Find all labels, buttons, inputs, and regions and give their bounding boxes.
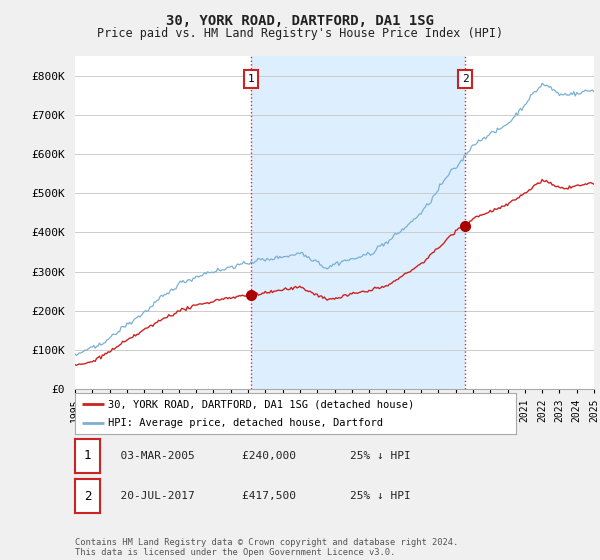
Text: 20-JUL-2017       £417,500        25% ↓ HPI: 20-JUL-2017 £417,500 25% ↓ HPI [107, 491, 410, 501]
Text: 2: 2 [84, 489, 91, 503]
Text: 03-MAR-2005       £240,000        25% ↓ HPI: 03-MAR-2005 £240,000 25% ↓ HPI [107, 451, 410, 461]
Text: HPI: Average price, detached house, Dartford: HPI: Average price, detached house, Dart… [108, 418, 383, 428]
Text: 2: 2 [462, 74, 469, 85]
Text: Contains HM Land Registry data © Crown copyright and database right 2024.
This d: Contains HM Land Registry data © Crown c… [75, 538, 458, 557]
Text: 1: 1 [84, 449, 91, 463]
Bar [251, 56, 465, 389]
Text: Price paid vs. HM Land Registry's House Price Index (HPI): Price paid vs. HM Land Registry's House … [97, 27, 503, 40]
Text: 1: 1 [248, 74, 254, 85]
Text: 30, YORK ROAD, DARTFORD, DA1 1SG: 30, YORK ROAD, DARTFORD, DA1 1SG [166, 14, 434, 28]
Text: 30, YORK ROAD, DARTFORD, DA1 1SG (detached house): 30, YORK ROAD, DARTFORD, DA1 1SG (detach… [108, 399, 415, 409]
